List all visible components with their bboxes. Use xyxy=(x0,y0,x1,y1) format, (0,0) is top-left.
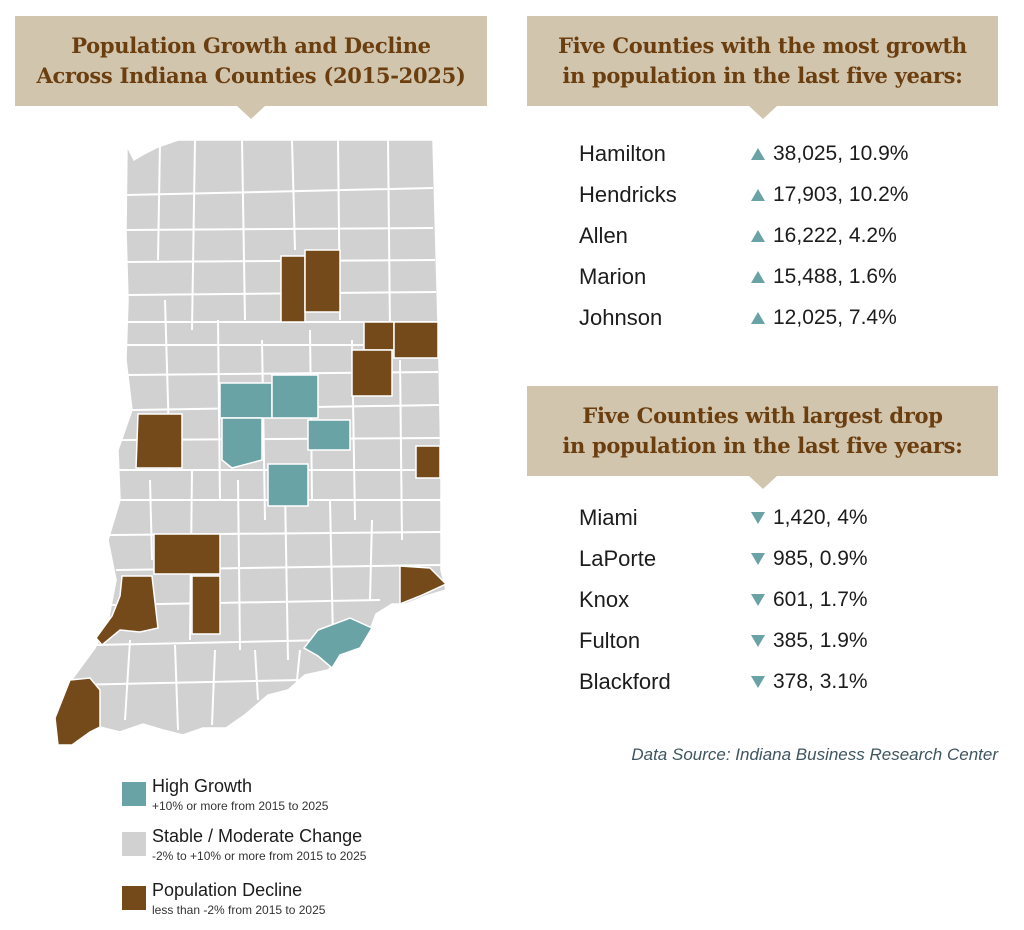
county-miami xyxy=(304,249,341,313)
drop-panel-banner: Five Counties with largest drop in popul… xyxy=(527,386,998,489)
growth-panel-banner: Five Counties with the most growth in po… xyxy=(527,16,998,119)
county-dearborn-area xyxy=(302,617,374,670)
stable-swatch xyxy=(122,832,146,856)
list-item: Marion 15,488, 1.6% xyxy=(579,256,908,297)
legend-title: High Growth xyxy=(152,776,253,796)
county-name: Johnson xyxy=(579,304,663,330)
list-item: Miami 1,420, 4% xyxy=(579,497,868,538)
county-name: Blackford xyxy=(579,668,671,694)
county-vermillion-area xyxy=(135,413,183,469)
county-jay xyxy=(393,321,439,359)
county-value: 15,488, 1.6% xyxy=(773,264,897,288)
high-growth-counties xyxy=(219,374,374,670)
up-arrow-icon xyxy=(751,147,765,160)
legend-title: Population Decline xyxy=(152,880,303,900)
county-name: Marion xyxy=(579,263,647,289)
county-union-area xyxy=(415,445,441,479)
county-hancock xyxy=(307,419,351,451)
county-value: 985, 0.9% xyxy=(773,546,868,570)
high-growth-swatch xyxy=(122,782,146,806)
county-name: Miami xyxy=(579,504,638,530)
county-knox xyxy=(95,575,159,647)
county-name: Allen xyxy=(579,222,628,248)
list-item: Johnson 12,025, 7.4% xyxy=(579,297,908,338)
down-arrow-icon xyxy=(751,511,765,524)
up-arrow-icon xyxy=(751,311,765,324)
data-source-note: Data Source: Indiana Business Research C… xyxy=(631,745,998,764)
map-title-line2: Across Indiana Counties (2015-2025) xyxy=(36,63,466,88)
map-title-line1: Population Growth and Decline xyxy=(71,33,431,58)
county-posey-area xyxy=(54,677,101,746)
county-morgan xyxy=(221,417,263,469)
list-item: Hendricks 17,903, 10.2% xyxy=(579,174,908,215)
county-hendricks xyxy=(219,382,273,419)
drop-panel-line2: in population in the last five years: xyxy=(562,433,963,458)
county-name: Hamilton xyxy=(579,140,666,166)
down-arrow-icon xyxy=(751,552,765,565)
county-johnson xyxy=(267,463,309,507)
list-item: Blackford 378, 3.1% xyxy=(579,661,868,702)
county-value: 16,222, 4.2% xyxy=(773,223,897,247)
down-arrow-icon xyxy=(751,675,765,688)
up-arrow-icon xyxy=(751,229,765,242)
county-ohio-area xyxy=(399,565,448,606)
legend-subtitle: less than -2% from 2015 to 2025 xyxy=(152,903,326,917)
county-martin-area xyxy=(191,575,221,635)
list-item: Knox 601, 1.7% xyxy=(579,579,868,620)
county-name: Knox xyxy=(579,586,630,612)
county-fulton xyxy=(280,255,306,323)
county-name: LaPorte xyxy=(579,545,657,571)
county-value: 12,025, 7.4% xyxy=(773,305,897,329)
county-hamilton xyxy=(271,374,319,419)
county-value: 601, 1.7% xyxy=(773,587,868,611)
list-item: Fulton 385, 1.9% xyxy=(579,620,868,661)
decline-counties xyxy=(54,249,448,746)
legend-title: Stable / Moderate Change xyxy=(152,826,363,846)
growth-panel-line2: in population in the last five years: xyxy=(562,63,963,88)
county-value: 385, 1.9% xyxy=(773,628,868,652)
down-arrow-icon xyxy=(751,593,765,606)
county-greene-area xyxy=(153,533,221,575)
legend-subtitle: +10% or more from 2015 to 2025 xyxy=(152,799,329,813)
up-arrow-icon xyxy=(751,270,765,283)
county-value: 17,903, 10.2% xyxy=(773,182,909,206)
county-delaware xyxy=(351,349,393,397)
list-item: LaPorte 985, 0.9% xyxy=(579,538,868,579)
up-arrow-icon xyxy=(751,188,765,201)
drop-county-list: Miami 1,420, 4% LaPorte 985, 0.9% Knox 6… xyxy=(579,497,868,702)
list-item: Hamilton 38,025, 10.9% xyxy=(579,133,908,174)
map-title-banner: Population Growth and Decline Across Ind… xyxy=(15,16,487,119)
growth-county-list: Hamilton 38,025, 10.9% Hendricks 17,903,… xyxy=(579,133,908,338)
down-arrow-icon xyxy=(751,634,765,647)
county-blackford xyxy=(363,321,395,351)
drop-panel-line1: Five Counties with largest drop xyxy=(582,403,943,428)
legend-subtitle: -2% to +10% or more from 2015 to 2025 xyxy=(152,849,367,863)
list-item: Allen 16,222, 4.2% xyxy=(579,215,908,256)
decline-swatch xyxy=(122,886,146,910)
county-value: 38,025, 10.9% xyxy=(773,141,909,165)
county-name: Hendricks xyxy=(579,181,677,207)
county-value: 1,420, 4% xyxy=(773,505,868,529)
county-value: 378, 3.1% xyxy=(773,669,868,693)
growth-panel-line1: Five Counties with the most growth xyxy=(558,33,967,58)
county-name: Fulton xyxy=(579,627,641,653)
